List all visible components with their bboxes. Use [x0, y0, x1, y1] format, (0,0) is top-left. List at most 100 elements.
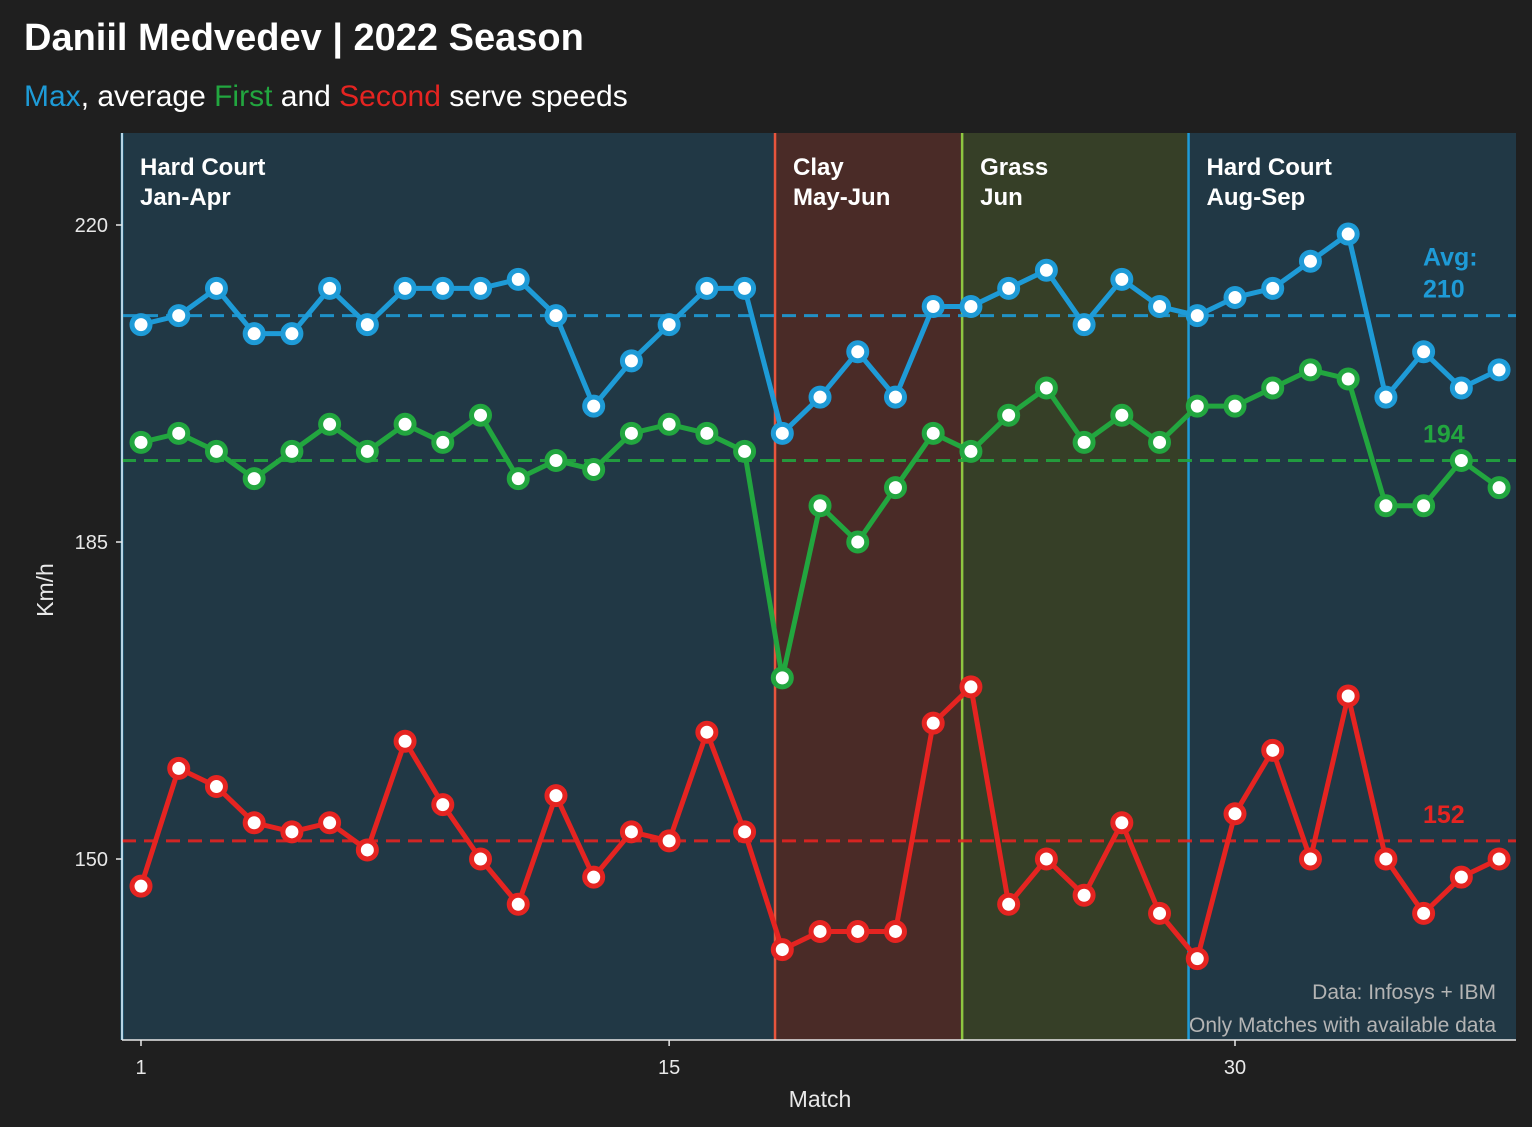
point-first-21	[883, 476, 907, 500]
point-second-6	[318, 811, 342, 835]
region-label-1-line2: May-Jun	[793, 184, 890, 211]
point-first-8	[393, 412, 417, 436]
footnote-source: Data: Infosys + IBM	[1312, 981, 1496, 1004]
point-second-9	[431, 793, 455, 817]
y-axis-label: Km/h	[32, 563, 58, 617]
subtitle-sep1: , average	[81, 80, 214, 113]
point-second-36	[1449, 865, 1473, 889]
point-max-35	[1412, 340, 1436, 364]
point-second-15	[657, 829, 681, 853]
point-second-18	[770, 938, 794, 962]
point-second-31	[1261, 738, 1285, 762]
region-hard-3	[1188, 133, 1516, 1040]
point-second-23	[959, 675, 983, 699]
point-max-5	[280, 322, 304, 346]
x-tick-label-30: 30	[1224, 1057, 1246, 1079]
point-first-2	[167, 421, 191, 445]
subtitle-max: Max	[24, 80, 81, 113]
point-first-31	[1261, 376, 1285, 400]
point-second-22	[921, 711, 945, 735]
point-max-37	[1487, 358, 1511, 382]
chart-subtitle: Max, average First and Second serve spee…	[24, 80, 628, 113]
point-max-11	[506, 267, 530, 291]
point-first-13	[582, 458, 606, 482]
point-second-17	[733, 820, 757, 844]
point-second-11	[506, 892, 530, 916]
region-label-3-line2: Aug-Sep	[1207, 184, 1306, 211]
region-label-2-line2: Jun	[980, 184, 1023, 211]
point-max-13	[582, 394, 606, 418]
point-max-18	[770, 421, 794, 445]
x-axis-label: Match	[789, 1086, 852, 1112]
point-max-22	[921, 295, 945, 319]
point-first-30	[1223, 394, 1247, 418]
point-first-4	[242, 467, 266, 491]
point-max-36	[1449, 376, 1473, 400]
point-second-2	[167, 756, 191, 780]
point-second-14	[619, 820, 643, 844]
point-second-34	[1374, 847, 1398, 871]
y-tick-label-220: 220	[75, 215, 108, 237]
point-second-30	[1223, 802, 1247, 826]
point-first-32	[1298, 358, 1322, 382]
point-first-9	[431, 430, 455, 454]
point-first-12	[544, 448, 568, 472]
y-tick-label-150: 150	[75, 849, 108, 871]
point-second-1	[129, 874, 153, 898]
point-first-7	[355, 439, 379, 463]
average-labels: Avg: 210 194 152	[1423, 244, 1478, 829]
region-clay-1	[775, 133, 963, 1040]
point-max-32	[1298, 249, 1322, 273]
point-second-4	[242, 811, 266, 835]
point-first-20	[846, 530, 870, 554]
point-first-3	[204, 439, 228, 463]
region-label-2-line1: Grass	[980, 154, 1048, 181]
axes: 150 185 220 1 15 30	[75, 133, 1516, 1079]
point-max-25	[1034, 258, 1058, 282]
point-second-32	[1298, 847, 1322, 871]
point-first-14	[619, 421, 643, 445]
subtitle-sep2: and	[272, 80, 339, 113]
series-points	[129, 222, 1511, 971]
average-label-max-line1: Avg:	[1423, 244, 1478, 272]
point-max-24	[997, 276, 1021, 300]
point-max-28	[1148, 295, 1172, 319]
point-first-19	[808, 494, 832, 518]
point-first-27	[1110, 403, 1134, 427]
x-tick-label-1: 1	[135, 1057, 146, 1079]
footnote-note: Only Matches with available data	[1189, 1014, 1496, 1037]
subtitle-second: Second	[339, 80, 441, 113]
point-max-2	[167, 304, 191, 328]
point-second-19	[808, 919, 832, 943]
point-first-34	[1374, 494, 1398, 518]
point-first-22	[921, 421, 945, 445]
point-max-19	[808, 385, 832, 409]
point-second-29	[1185, 947, 1209, 971]
point-max-29	[1185, 304, 1209, 328]
point-first-5	[280, 439, 304, 463]
subtitle-tail: serve speeds	[441, 80, 628, 113]
point-max-12	[544, 304, 568, 328]
point-max-17	[733, 276, 757, 300]
chart-title: Daniil Medvedev | 2022 Season	[24, 17, 584, 59]
point-max-16	[695, 276, 719, 300]
point-second-35	[1412, 901, 1436, 925]
point-first-24	[997, 403, 1021, 427]
subtitle-first: First	[214, 80, 273, 113]
point-max-3	[204, 276, 228, 300]
point-second-5	[280, 820, 304, 844]
point-second-21	[883, 919, 907, 943]
point-max-21	[883, 385, 907, 409]
point-max-31	[1261, 276, 1285, 300]
point-first-25	[1034, 376, 1058, 400]
point-second-10	[469, 847, 493, 871]
region-label-3-line1: Hard Court	[1207, 154, 1332, 181]
point-first-15	[657, 412, 681, 436]
point-second-25	[1034, 847, 1058, 871]
point-max-7	[355, 313, 379, 337]
point-max-9	[431, 276, 455, 300]
point-first-26	[1072, 430, 1096, 454]
point-second-26	[1072, 883, 1096, 907]
point-first-33	[1336, 367, 1360, 391]
